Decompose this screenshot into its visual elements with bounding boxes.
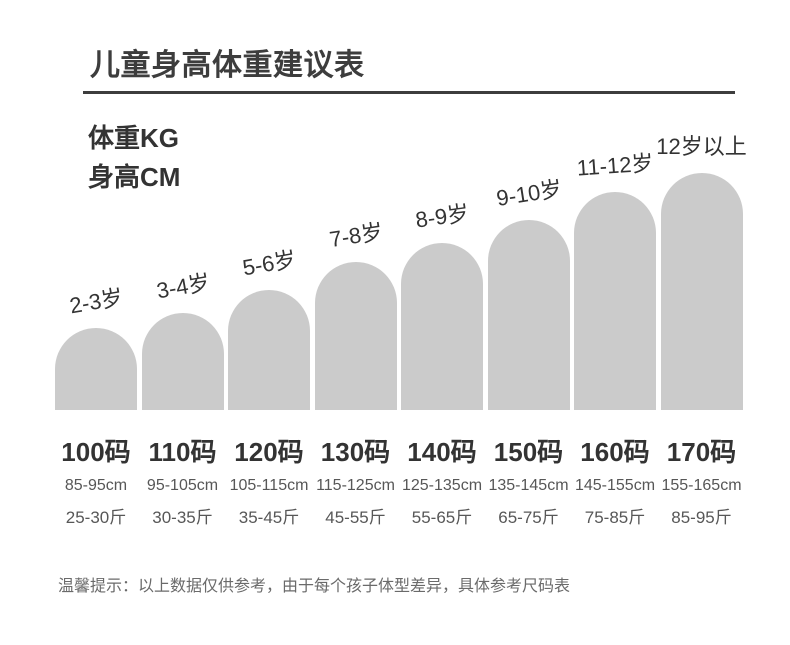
bar [314, 262, 397, 410]
weight-range-label-cell: 85-95斤 [661, 503, 743, 528]
bar [660, 173, 743, 410]
weight-range-label: 55-65斤 [411, 508, 473, 527]
bar [141, 313, 224, 410]
size-label: 140码 [407, 437, 477, 467]
height-range-label: 125-135cm [401, 477, 483, 494]
size-label: 130码 [320, 437, 391, 467]
size-labels-row: 100码 110码 120码 130码 140码 150码 160码 170码 [55, 432, 745, 469]
weight-range-label-cell: 55-65斤 [401, 503, 483, 528]
size-label: 100码 [61, 437, 131, 467]
weight-range-label: 30-35斤 [152, 508, 213, 527]
height-range-label-cell: 155-165cm [661, 477, 743, 495]
weight-range-label: 25-30斤 [65, 508, 127, 527]
weight-range-label: 85-95斤 [671, 508, 732, 527]
bar-column: 5-6岁 [228, 246, 310, 410]
age-label: 5-6岁 [240, 246, 298, 281]
weight-range-label-cell: 65-75斤 [488, 503, 570, 528]
bar [574, 192, 656, 410]
unit-label-height: 身高CM [88, 162, 181, 192]
height-range-label: 105-115cm [229, 477, 309, 494]
height-range-label-cell: 125-135cm [401, 477, 483, 495]
weight-range-label: 45-55斤 [325, 508, 386, 527]
size-label: 170码 [666, 437, 737, 467]
size-label-cell: 170码 [661, 432, 743, 469]
height-range-label-cell: 105-115cm [228, 477, 310, 495]
bar [401, 243, 483, 410]
height-range-label: 135-145cm [488, 477, 569, 494]
weight-range-label-cell: 35-45斤 [228, 503, 310, 528]
bar-column: 9-10岁 [487, 176, 570, 410]
height-range-label: 145-155cm [574, 477, 656, 494]
size-label-cell: 160码 [574, 432, 656, 469]
size-label-cell: 120码 [228, 432, 310, 469]
age-label: 7-8岁 [327, 218, 385, 253]
bar [228, 290, 310, 410]
age-label: 3-4岁 [154, 269, 212, 304]
height-ranges-row: 85-95cm 95-105cm 105-115cm 115-125cm 125-135… [55, 477, 745, 495]
bar [55, 328, 137, 410]
weight-range-label-cell: 30-35斤 [142, 503, 224, 528]
bar-column: 8-9岁 [401, 200, 483, 410]
size-label-cell: 110码 [142, 432, 224, 469]
title-divider [83, 91, 735, 94]
height-range-label: 115-125cm [316, 477, 395, 494]
age-label: 8-9岁 [413, 200, 471, 233]
weight-ranges-row: 25-30斤 30-35斤 35-45斤 45-55斤 55-65斤 65-75斤 75-8… [55, 503, 745, 528]
weight-range-label-cell: 75-85斤 [574, 503, 656, 528]
height-range-label-cell: 95-105cm [142, 477, 224, 495]
weight-range-label: 75-85斤 [584, 508, 646, 527]
size-label-cell: 150码 [488, 432, 570, 469]
size-label: 150码 [493, 437, 564, 467]
height-range-label: 95-105cm [146, 477, 219, 494]
bars-row: 2-3岁 3-4岁 5-6岁 7-8岁 8-9岁 9-10岁 11-12岁 12岁以上 [55, 0, 747, 410]
bar [487, 220, 570, 410]
bar-column: 12岁以上 [656, 134, 747, 410]
height-range-label: 155-165cm [661, 477, 742, 494]
age-label: 9-10岁 [494, 175, 564, 211]
bar-column: 7-8岁 [314, 219, 397, 410]
age-label: 11-12岁 [576, 150, 655, 181]
age-label: 12岁以上 [656, 134, 747, 159]
age-label: 2-3岁 [67, 284, 125, 319]
bar-column: 3-4岁 [141, 269, 224, 410]
weight-range-label-cell: 45-55斤 [315, 503, 397, 528]
weight-range-label: 65-75斤 [498, 508, 559, 527]
size-label-cell: 140码 [401, 432, 483, 469]
height-range-label-cell: 115-125cm [315, 477, 397, 495]
height-range-label-cell: 135-145cm [488, 477, 570, 495]
weight-range-label: 35-45斤 [238, 508, 300, 527]
size-label: 120码 [234, 437, 304, 467]
height-range-label: 85-95cm [64, 477, 128, 494]
weight-range-label-cell: 25-30斤 [55, 503, 137, 528]
page-title: 儿童身高体重建议表 [90, 49, 365, 82]
bar-column: 2-3岁 [55, 284, 137, 410]
bar-column: 11-12岁 [574, 150, 656, 410]
size-label-cell: 130码 [315, 432, 397, 469]
footer-note: 温馨提示：以上数据仅供参考，由于每个孩子体型差异，具体参考尺码表 [58, 578, 571, 595]
size-label-cell: 100码 [55, 432, 137, 469]
size-label: 160码 [580, 437, 650, 467]
height-range-label-cell: 85-95cm [55, 477, 137, 495]
unit-label-weight: 体重KG [88, 123, 180, 153]
size-label: 110码 [148, 437, 217, 467]
height-range-label-cell: 145-155cm [574, 477, 656, 495]
